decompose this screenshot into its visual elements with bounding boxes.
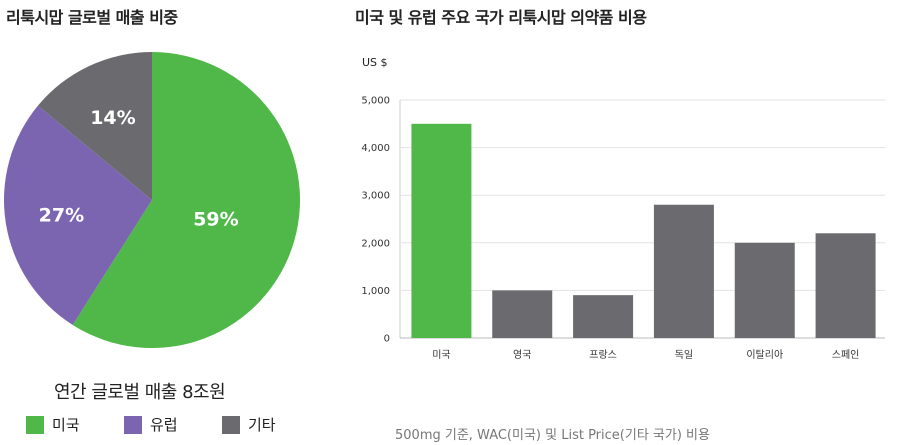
x-tick-label: 스페인 xyxy=(832,349,860,361)
pie-legend: 미국 유럽 기타 xyxy=(26,414,276,435)
bar-chart-title: 미국 및 유럽 주요 국가 리툭시맙 의약품 비용 xyxy=(355,8,647,27)
legend-swatch-us xyxy=(26,415,44,434)
pie-slice-other xyxy=(37,52,153,200)
pie-label-other: 14% xyxy=(90,107,135,129)
pie-label-us: 59% xyxy=(193,209,238,231)
y-tick-label: 1,000 xyxy=(361,286,390,297)
y-tick-label: 5,000 xyxy=(361,96,390,107)
legend-label-us: 미국 xyxy=(52,416,80,434)
y-tick-label: 3,000 xyxy=(361,191,390,202)
legend-swatch-other xyxy=(222,415,240,434)
bar-1 xyxy=(411,123,472,338)
x-tick-label: 미국 xyxy=(432,349,450,361)
bar-chart: US $ 0 1,000 2,000 3,000 4,000 5,000 미국 영국 프랑스 독일 이… xyxy=(361,56,885,361)
legend-label-europe: 유럽 xyxy=(150,416,178,434)
legend-item-europe: 유럽 xyxy=(124,414,222,435)
bar-4 xyxy=(653,204,714,338)
pie-chart: 59% 27% 14% xyxy=(3,52,300,348)
x-tick-label: 독일 xyxy=(675,349,693,361)
x-tick-label: 영국 xyxy=(513,349,531,361)
pie-slice-europe xyxy=(3,105,153,325)
legend-item-other: 기타 xyxy=(222,414,276,435)
legend-item-us: 미국 xyxy=(26,414,124,435)
pie-label-europe: 27% xyxy=(39,204,84,226)
y-tick-label: 0 xyxy=(384,334,390,345)
pie-chart-title: 리툭시맙 글로벌 매출 비중 xyxy=(6,8,178,27)
footnote: 500mg 기준, WAC(미국) 및 List Price(기타 국가) 비용 xyxy=(395,428,710,443)
bar-6 xyxy=(815,233,876,338)
x-tick-label: 이탈리아 xyxy=(746,348,783,361)
y-axis-unit: US $ xyxy=(362,56,388,69)
y-tick-label: 2,000 xyxy=(361,238,390,249)
bar-2 xyxy=(492,290,553,338)
x-tick-label: 프랑스 xyxy=(589,349,617,361)
legend-swatch-europe xyxy=(124,415,142,434)
legend-label-other: 기타 xyxy=(248,416,276,434)
total-sales-label: 연간 글로벌 매출 8조원 xyxy=(54,382,226,403)
y-tick-label: 4,000 xyxy=(361,143,390,154)
pie-slice-us xyxy=(72,52,300,348)
bar-3 xyxy=(573,295,634,338)
bar-5 xyxy=(734,242,795,338)
